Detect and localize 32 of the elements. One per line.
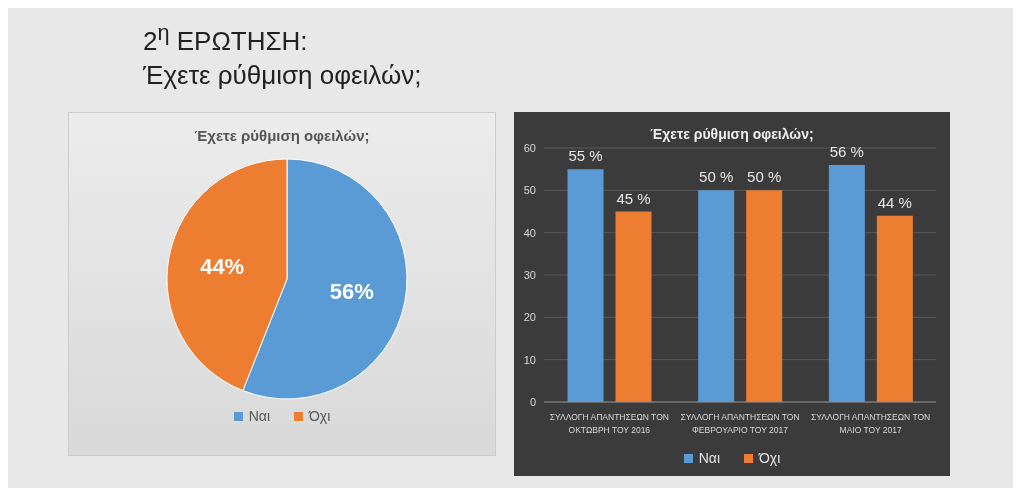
data-label: 44 %	[877, 193, 912, 211]
bar	[876, 215, 913, 402]
x-tick-label: ΣΥΛΛΟΓΗ ΑΠΑΝΤΗΣΕΩΝ ΤΟΝ ΟΚΤΩΒΡΗ ΤΟΥ 2016	[549, 412, 669, 435]
text: 2$^{η}$ ΕΡΩΤΗΣΗ:	[143, 19, 309, 58]
y-tick-label: 10	[523, 353, 536, 366]
data-label: 55 %	[568, 147, 603, 165]
legend-label: Ναι	[698, 450, 720, 466]
bar	[567, 169, 604, 402]
x-tick-label: ΣΥΛΛΟΓΗ ΑΠΑΝΤΗΣΕΩΝ ΤΟΝ ΦΕΒΡΟΥΑΡΙΟ ΤΟΥ 2017	[680, 412, 800, 435]
x-tick-label: ΣΥΛΛΟΓΗ ΑΠΑΝΤΗΣΕΩΝ ΤΟΝ ΜΑΙΟ ΤΟΥ 2017	[811, 412, 931, 435]
data-label: 56%	[329, 278, 374, 304]
text: Έχετε ρύθμιση οφειλών;	[143, 58, 422, 92]
bar	[615, 211, 652, 402]
legend-label: Όχι	[309, 408, 331, 424]
bar	[698, 190, 735, 402]
y-tick-label: 0	[529, 395, 536, 408]
bar	[746, 190, 783, 402]
y-tick-label: 60	[523, 141, 536, 154]
bar	[828, 164, 865, 402]
legend-label: Ναι	[248, 408, 270, 424]
chart-title: Έχετε ρύθμιση οφειλών;	[193, 127, 371, 144]
data-label: 50 %	[699, 168, 734, 186]
data-label: 45 %	[616, 189, 651, 207]
data-label: 44%	[200, 254, 245, 280]
chart-title: Έχετε ρύθμιση οφειλών;	[649, 126, 815, 142]
data-label: 56 %	[829, 142, 864, 160]
y-tick-label: 30	[523, 268, 536, 281]
y-tick-label: 50	[523, 184, 536, 197]
y-tick-label: 40	[523, 226, 536, 239]
y-tick-label: 20	[523, 311, 536, 324]
data-label: 50 %	[747, 168, 782, 186]
legend-label: Όχι	[759, 450, 781, 466]
